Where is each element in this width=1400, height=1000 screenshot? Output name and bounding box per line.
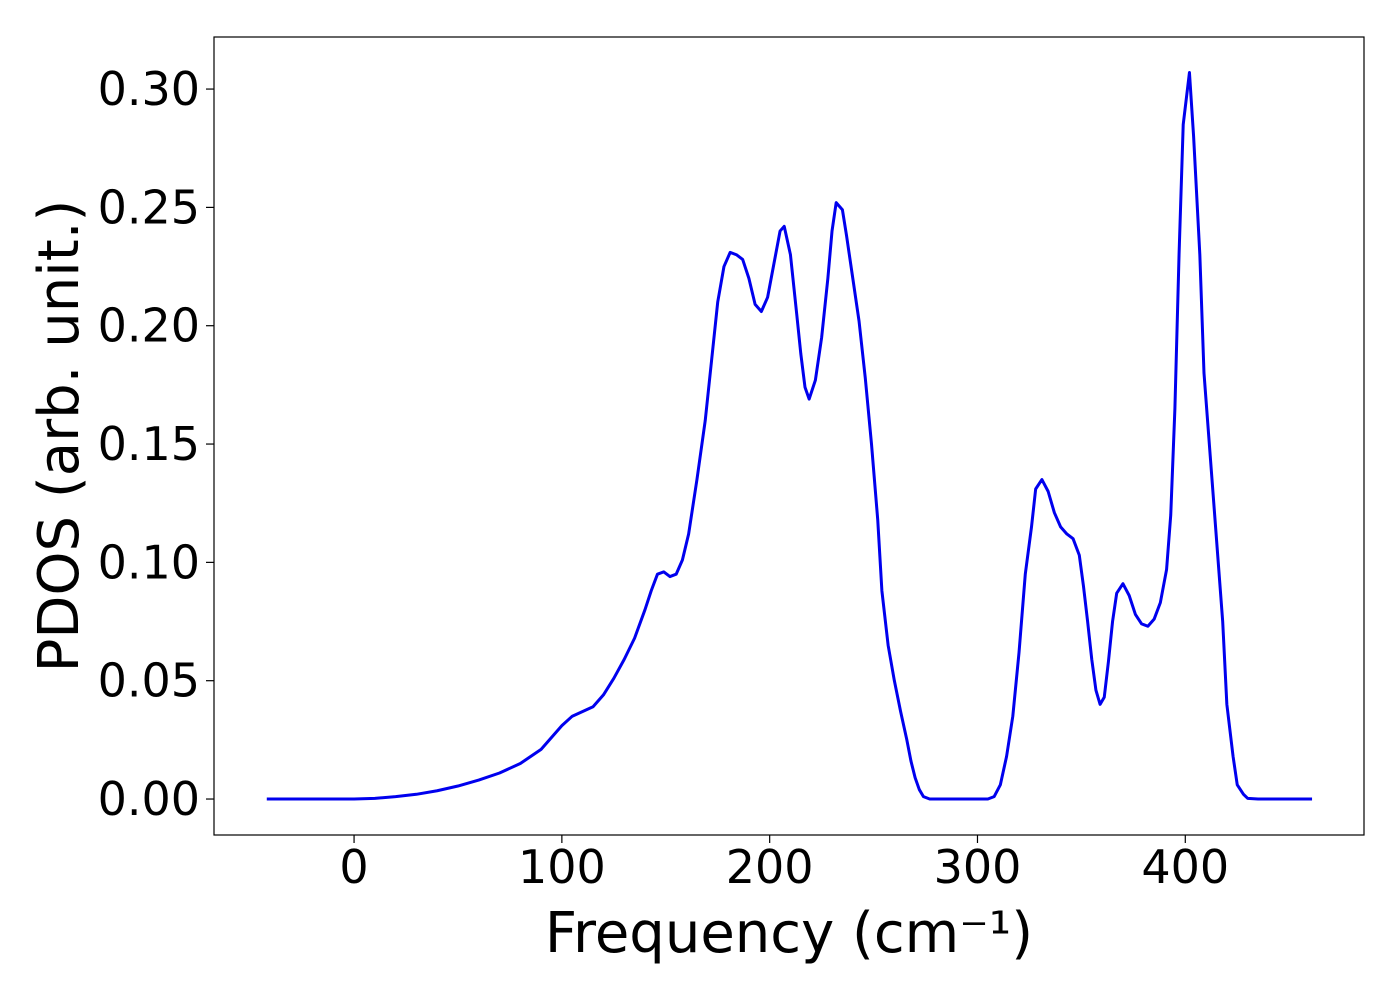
y-tick-label: 0.10 bbox=[98, 535, 200, 589]
plot-frame bbox=[213, 36, 1365, 836]
data-line bbox=[266, 71, 1313, 801]
y-tick-label: 0.30 bbox=[98, 62, 200, 116]
y-tick-label: 0.05 bbox=[98, 654, 200, 708]
y-tick-label: 0.00 bbox=[98, 772, 200, 826]
y-tick-label: 0.15 bbox=[98, 417, 200, 471]
x-tick-label: 0 bbox=[339, 840, 368, 894]
y-tick-label: 0.25 bbox=[98, 180, 200, 234]
x-tick-label: 400 bbox=[1141, 840, 1229, 894]
x-tick-label: 200 bbox=[726, 840, 814, 894]
y-axis-label: PDOS (arb. unit.) bbox=[27, 200, 92, 673]
x-tick-label: 100 bbox=[518, 840, 606, 894]
x-axis-label: Frequency (cm⁻¹) bbox=[545, 901, 1033, 966]
x-tick-label: 300 bbox=[934, 840, 1022, 894]
y-tick-label: 0.20 bbox=[98, 299, 200, 353]
